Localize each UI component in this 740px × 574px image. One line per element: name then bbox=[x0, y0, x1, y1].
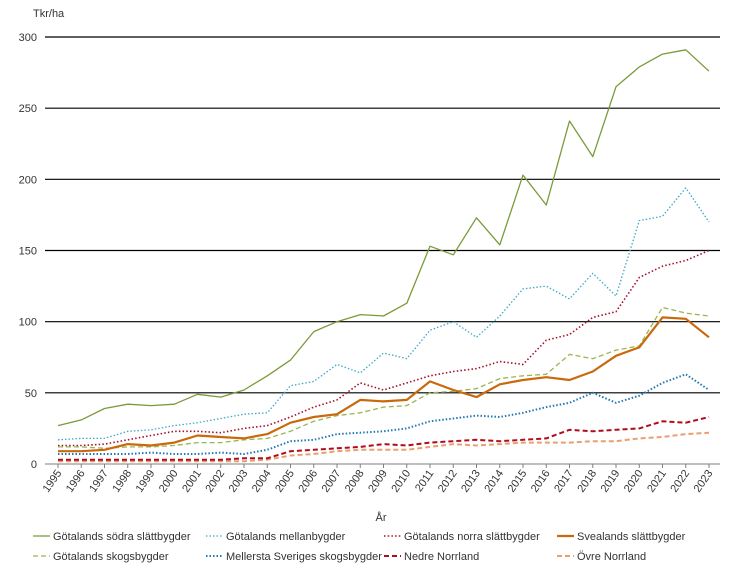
x-tick-label: 2012 bbox=[436, 468, 460, 495]
legend-item: Svealands slättbygder bbox=[557, 531, 686, 543]
x-tick-label: 2004 bbox=[250, 468, 274, 495]
x-tick-label: 2009 bbox=[366, 468, 390, 495]
y-tick-labels: 0 50 100 150 200 250 300 bbox=[19, 32, 37, 471]
legend-label: Övre Norrland bbox=[577, 551, 646, 563]
x-tick-label: 2010 bbox=[389, 468, 413, 495]
x-tick-label: 2002 bbox=[203, 468, 227, 495]
x-tick-label: 2005 bbox=[273, 468, 297, 495]
x-tick-label: 1996 bbox=[64, 468, 88, 495]
legend-item: Götalands mellanbygder bbox=[206, 531, 346, 543]
x-tick-label: 2008 bbox=[343, 468, 367, 495]
y-tick-label: 100 bbox=[19, 317, 37, 329]
x-tick-label: 2022 bbox=[668, 468, 692, 495]
y-axis-title: Tkr/ha bbox=[33, 8, 65, 20]
series-line-7 bbox=[58, 431, 710, 463]
series-line-5 bbox=[58, 373, 710, 455]
x-tick-label: 2001 bbox=[180, 468, 204, 495]
legend-item: Götalands södra slättbygder bbox=[33, 531, 191, 543]
legend-label: Götalands södra slättbygder bbox=[53, 531, 191, 543]
x-tick-label: 2013 bbox=[459, 468, 483, 495]
legend-item: Övre Norrland bbox=[557, 551, 646, 563]
legend-item: Götalands norra slättbygder bbox=[384, 531, 540, 543]
series-line-3 bbox=[58, 316, 710, 453]
legend-label: Götalands mellanbygder bbox=[226, 531, 346, 543]
x-tick-label: 2016 bbox=[529, 468, 553, 495]
x-tick-label: 2018 bbox=[575, 468, 599, 495]
y-tick-label: 0 bbox=[31, 459, 37, 471]
y-tick-label: 200 bbox=[19, 174, 37, 186]
gridlines bbox=[45, 36, 720, 465]
y-tick-label: 250 bbox=[19, 103, 37, 115]
series-line-2 bbox=[58, 249, 710, 447]
x-tick-label: 1997 bbox=[87, 468, 111, 495]
series-line-6 bbox=[58, 416, 710, 461]
series-line-1 bbox=[57, 187, 710, 441]
x-tick-label: 1995 bbox=[41, 468, 65, 495]
x-tick-labels: 1995 1996 1997 1998 1999 2000 2001 2002 2003 2004… bbox=[41, 464, 716, 495]
legend-label: Götalands norra slättbygder bbox=[404, 531, 540, 543]
legend-item: Mellersta Sveriges skogsbygder bbox=[206, 551, 382, 563]
x-tick-label: 2011 bbox=[413, 468, 436, 494]
y-tick-label: 300 bbox=[19, 32, 37, 44]
x-tick-label: 2014 bbox=[482, 468, 506, 495]
legend: Götalands södra slättbygder Götalands mel… bbox=[33, 531, 686, 563]
legend-label: Svealands slättbygder bbox=[577, 531, 686, 543]
legend-label: Götalands skogsbygder bbox=[53, 551, 169, 563]
y-tick-label: 50 bbox=[25, 388, 37, 400]
x-tick-label: 2015 bbox=[506, 468, 530, 495]
x-tick-label: 2017 bbox=[552, 468, 576, 495]
x-tick-label: 1999 bbox=[134, 468, 158, 495]
series-lines bbox=[57, 49, 710, 463]
x-tick-label: 2020 bbox=[622, 468, 646, 495]
x-tick-label: 2000 bbox=[157, 468, 181, 495]
series-line-4 bbox=[58, 306, 710, 449]
x-tick-label: 1998 bbox=[110, 468, 134, 495]
legend-label: Nedre Norrland bbox=[404, 551, 479, 563]
x-tick-label: 2019 bbox=[599, 468, 623, 495]
x-tick-label: 2007 bbox=[320, 468, 344, 495]
legend-label: Mellersta Sveriges skogsbygder bbox=[226, 551, 382, 563]
x-tick-label: 2003 bbox=[227, 468, 251, 495]
y-tick-label: 150 bbox=[19, 246, 37, 258]
series-line-0 bbox=[57, 49, 710, 427]
x-tick-label: 2006 bbox=[296, 468, 320, 495]
x-tick-label: 2023 bbox=[692, 468, 716, 495]
x-tick-label: 2021 bbox=[645, 468, 669, 495]
legend-item: Götalands skogsbygder bbox=[33, 551, 169, 563]
legend-item: Nedre Norrland bbox=[384, 551, 479, 563]
x-axis-title: År bbox=[376, 511, 387, 524]
